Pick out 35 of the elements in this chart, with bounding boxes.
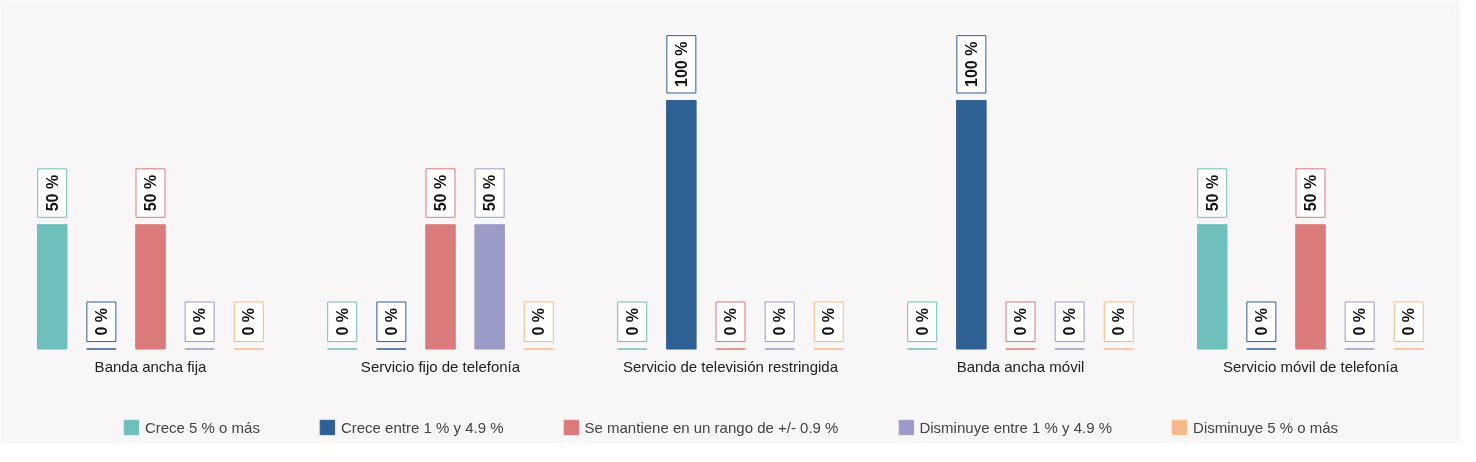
data-label: 0 % bbox=[771, 307, 789, 336]
legend-label: Crece 5 % o más bbox=[144, 418, 260, 436]
data-label: 0 % bbox=[382, 307, 400, 336]
data-label: 50 % bbox=[142, 174, 159, 212]
data-label: 0 % bbox=[913, 307, 931, 336]
data-label: 50 % bbox=[1302, 174, 1319, 212]
data-label: 0 % bbox=[240, 307, 258, 336]
x-tick-label: Banda ancha móvil bbox=[956, 357, 1085, 375]
data-label: 0 % bbox=[1061, 307, 1079, 336]
data-label: 0 % bbox=[92, 307, 110, 336]
data-label: 0 % bbox=[191, 307, 209, 336]
data-label: 0 % bbox=[1400, 307, 1418, 336]
data-label: 0 % bbox=[722, 307, 739, 336]
x-tick-label: Servicio fijo de telefonía bbox=[360, 357, 521, 375]
data-label: 50 % bbox=[432, 174, 449, 212]
x-tick-label: Servicio móvil de telefonía bbox=[1222, 357, 1399, 375]
data-label: 0 % bbox=[1252, 307, 1270, 336]
data-label: 100 % bbox=[672, 41, 690, 88]
data-label: 0 % bbox=[1351, 307, 1369, 336]
x-tick-label: Banda ancha fija bbox=[94, 357, 208, 375]
data-label: 0 % bbox=[1110, 307, 1128, 336]
data-label: 0 % bbox=[820, 307, 838, 336]
legend-label: Crece entre 1 % y 4.9 % bbox=[340, 418, 504, 436]
data-label: 100 % bbox=[962, 41, 980, 88]
legend-label: Se mantiene en un rango de +/- 0.9 % bbox=[584, 418, 839, 436]
data-label: 0 % bbox=[333, 307, 351, 336]
data-label: 50 % bbox=[43, 174, 61, 212]
x-tick-label: Servicio de televisión restringida bbox=[622, 357, 839, 375]
data-label: 50 % bbox=[481, 174, 499, 212]
legend-label: Disminuye 5 % o más bbox=[1193, 418, 1339, 436]
data-label: 0 % bbox=[1012, 307, 1029, 336]
data-label: 50 % bbox=[1203, 174, 1221, 212]
data-label: 0 % bbox=[530, 307, 548, 336]
data-label: 0 % bbox=[623, 307, 641, 336]
legend-label: Disminuye entre 1 % y 4.9 % bbox=[919, 418, 1113, 436]
